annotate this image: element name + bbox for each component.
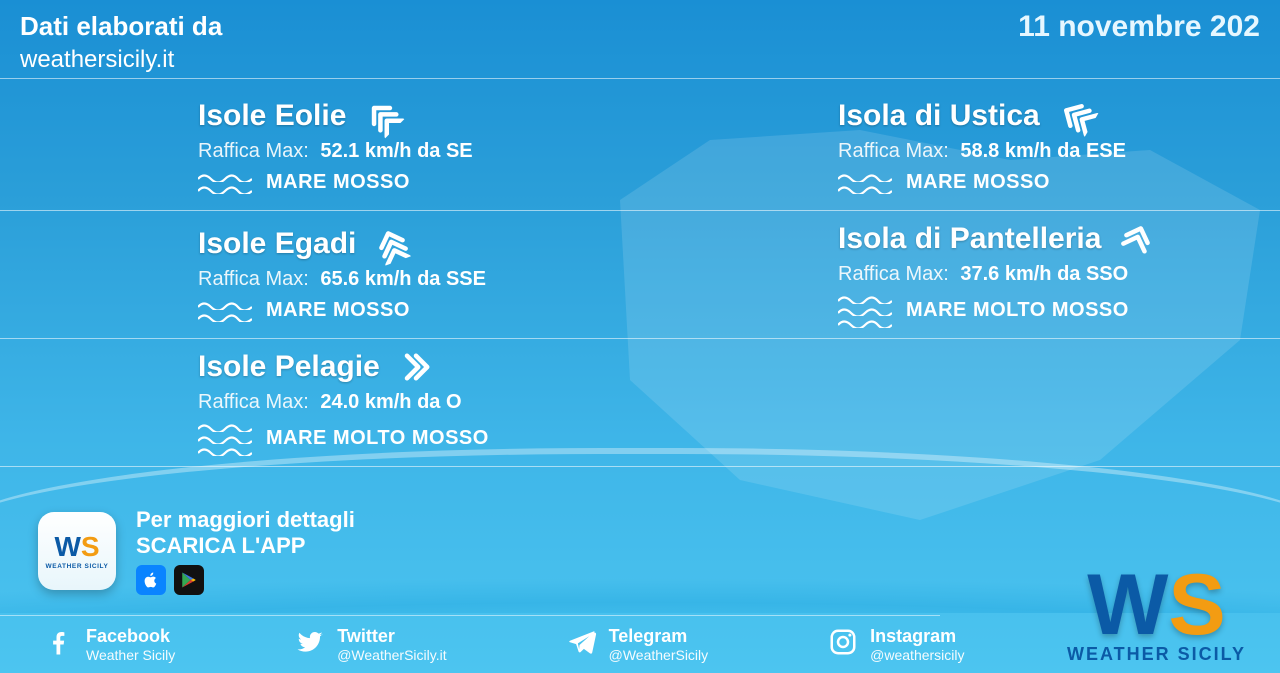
appstore-icon[interactable] (136, 565, 166, 595)
location-name: Isola di Ustica (838, 99, 1040, 133)
gust-row: Raffica Max: 37.6 km/h da SSO (838, 263, 1280, 286)
location-name: Isole Eolie (198, 99, 346, 133)
telegram-icon (567, 627, 597, 662)
sea-state-label: MARE MOLTO MOSSO (906, 299, 1129, 322)
location-card: Isola di Pantelleria Raffica Max: 37.6 k… (640, 210, 1280, 338)
sea-state-label: MARE MOSSO (266, 171, 410, 194)
sea-state-label: MARE MOLTO MOSSO (266, 427, 489, 450)
gust-label: Raffica Max: (198, 391, 309, 413)
gust-value: 65.6 km/h da SSE (320, 268, 486, 290)
waves-icon (838, 172, 892, 194)
locations-grid: Isole Eolie Raffica Max: 52.1 km/h da SE… (0, 82, 1280, 466)
sea-state-row: MARE MOSSO (198, 299, 640, 322)
location-card: Isole Pelagie Raffica Max: 24.0 km/h da … (0, 338, 640, 466)
sea-state-label: MARE MOSSO (266, 299, 410, 322)
gust-label: Raffica Max: (838, 140, 949, 162)
social-title: Facebook (86, 626, 175, 647)
source-line2: weathersicily.it (20, 44, 222, 75)
gust-row: Raffica Max: 52.1 km/h da SE (198, 140, 640, 163)
wind-direction-icon (1051, 91, 1100, 140)
gust-label: Raffica Max: (198, 140, 309, 162)
promo-line1: Per maggiori dettagli (136, 507, 355, 533)
wind-direction-icon (369, 221, 415, 267)
header: Dati elaborati da weathersicily.it 11 no… (20, 10, 1260, 75)
facebook-link[interactable]: Facebook Weather Sicily (44, 626, 175, 663)
forecast-date: 11 novembre 202 (1018, 10, 1260, 44)
gust-value: 37.6 km/h da SSO (960, 263, 1128, 285)
source-line1: Dati elaborati da (20, 10, 222, 44)
twitter-link[interactable]: Twitter @WeatherSicily.it (295, 626, 446, 663)
app-promo: WS WEATHER SICILY Per maggiori dettagli … (38, 507, 355, 595)
playstore-icon[interactable] (174, 565, 204, 595)
social-handle: @WeatherSicily (609, 647, 709, 663)
social-title: Instagram (870, 626, 964, 647)
waves-icon (198, 422, 252, 456)
location-name: Isole Pelagie (198, 350, 380, 384)
location-name: Isole Egadi (198, 227, 356, 261)
data-source: Dati elaborati da weathersicily.it (20, 10, 222, 75)
social-handle: Weather Sicily (86, 647, 175, 663)
promo-line2: SCARICA L'APP (136, 533, 355, 559)
instagram-link[interactable]: Instagram @weathersicily (828, 626, 964, 663)
gust-row: Raffica Max: 24.0 km/h da O (198, 391, 640, 414)
location-card: Isola di Ustica Raffica Max: 58.8 km/h d… (640, 82, 1280, 210)
waves-icon (198, 172, 252, 194)
app-promo-text: Per maggiori dettagli SCARICA L'APP (136, 507, 355, 595)
sea-state-row: MARE MOLTO MOSSO (198, 422, 640, 456)
sea-state-row: MARE MOSSO (838, 171, 1280, 194)
wind-direction-icon (398, 349, 434, 385)
sea-state-label: MARE MOSSO (906, 171, 1050, 194)
twitter-icon (295, 627, 325, 662)
location-card: Isole Eolie Raffica Max: 52.1 km/h da SE… (0, 82, 640, 210)
facebook-icon (44, 627, 74, 662)
gust-value: 58.8 km/h da ESE (960, 140, 1126, 162)
gust-value: 52.1 km/h da SE (320, 140, 472, 162)
social-title: Twitter (337, 626, 446, 647)
gust-label: Raffica Max: (838, 263, 949, 285)
separator (0, 78, 1280, 79)
location-card: Isole Egadi Raffica Max: 65.6 km/h da SS… (0, 210, 640, 338)
gust-value: 24.0 km/h da O (320, 391, 461, 413)
social-title: Telegram (609, 626, 709, 647)
gust-row: Raffica Max: 58.8 km/h da ESE (838, 140, 1280, 163)
waves-icon (198, 300, 252, 322)
social-handle: @weathersicily (870, 647, 964, 663)
wind-direction-icon (357, 91, 408, 142)
weather-sicily-logo: WS WEATHER SICILY (1067, 567, 1246, 665)
gust-label: Raffica Max: (198, 268, 309, 290)
social-handle: @WeatherSicily.it (337, 647, 446, 663)
gust-row: Raffica Max: 65.6 km/h da SSE (198, 268, 640, 291)
waves-icon (838, 294, 892, 328)
separator (0, 615, 940, 616)
sea-state-row: MARE MOSSO (198, 171, 640, 194)
sea-state-row: MARE MOLTO MOSSO (838, 294, 1280, 328)
app-logo-icon: WS WEATHER SICILY (38, 512, 116, 590)
separator (0, 466, 1280, 467)
location-name: Isola di Pantelleria (838, 222, 1101, 256)
telegram-link[interactable]: Telegram @WeatherSicily (567, 626, 709, 663)
instagram-icon (828, 627, 858, 662)
wind-direction-icon (1114, 215, 1160, 261)
